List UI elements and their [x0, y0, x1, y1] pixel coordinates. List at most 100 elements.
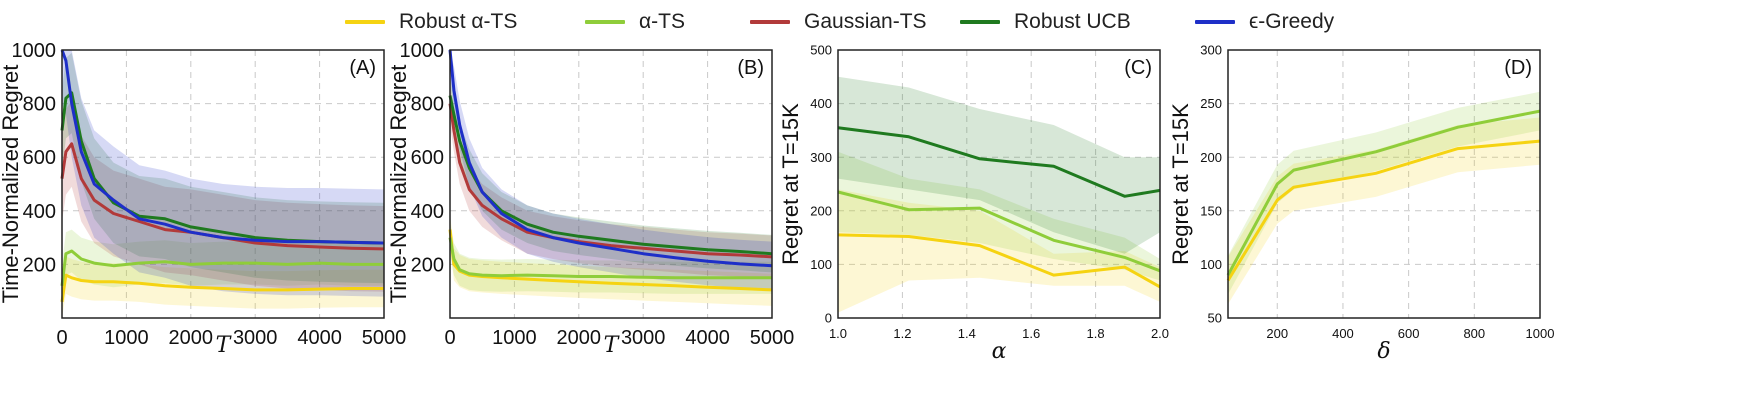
y-tick-label: 800: [411, 94, 444, 116]
y-tick-label: 100: [1200, 257, 1222, 272]
plot-frame: [61, 49, 385, 319]
chart-panel: 1.0 1.2 1.4 1.6 1.8 2.0 0 100 200 300 400 500 (C) α Re…: [778, 43, 1169, 364]
series-line: [60, 142, 385, 251]
y-axis-label: Regret at T=15K: [778, 103, 803, 265]
series-line: [448, 49, 773, 268]
series-band: [62, 50, 384, 297]
series-line: [1226, 139, 1541, 282]
panel-label: (D): [1504, 57, 1532, 79]
chart-panel: 0 1000 2000 3000 4000 5000 200 400 600 800 1000 (B)…: [386, 40, 794, 358]
y-tick-label: 0: [825, 311, 832, 326]
y-tick-label: 300: [1200, 43, 1222, 58]
legend-swatch: [1195, 20, 1235, 24]
x-tick-label: 800: [1463, 326, 1485, 341]
x-tick-label: 3000: [621, 327, 666, 349]
x-tick-label: 1000: [1526, 326, 1555, 341]
legend-swatch: [960, 20, 1000, 24]
series-band: [838, 76, 1160, 254]
series-band: [450, 213, 772, 306]
y-tick-label: 200: [810, 203, 832, 218]
plot-frame: [449, 49, 773, 319]
x-tick-label: 600: [1398, 326, 1420, 341]
x-tick-label: 4000: [297, 327, 342, 349]
panel-label: (A): [349, 57, 376, 79]
y-tick-label: 1000: [12, 40, 57, 62]
legend-swatch: [750, 20, 790, 24]
x-tick-label: 2.0: [1151, 326, 1169, 341]
x-tick-label: 0: [56, 327, 67, 349]
x-tick-label: 400: [1332, 326, 1354, 341]
legend-item: α-TS: [585, 10, 685, 34]
legend-item: Gaussian-TS: [750, 10, 927, 34]
chart-panel: 0 1000 2000 3000 4000 5000 200 400 600 800 1000 (A)…: [0, 40, 406, 358]
series-band: [1228, 91, 1540, 295]
legend-item: ϵ-Greedy: [1195, 10, 1334, 34]
x-tick-label: 1.2: [893, 326, 911, 341]
panel-label: (B): [737, 57, 764, 79]
x-tick-label: 1.4: [958, 326, 976, 341]
series-line: [60, 49, 385, 245]
legend-label: Robust UCB: [1014, 10, 1131, 33]
x-tick-label: 2000: [169, 327, 214, 349]
series-band: [62, 52, 384, 284]
x-axis-label: α: [992, 339, 1007, 364]
x-tick-label: 200: [1266, 326, 1288, 341]
x-axis-label: T: [216, 333, 233, 358]
legend: Robust α-TS α-TS Gaussian-TS Robust UCB ϵ-Gr…: [0, 0, 1752, 48]
series-line: [837, 233, 1161, 289]
series-line: [60, 249, 384, 286]
series-band: [1228, 117, 1540, 305]
y-tick-label: 400: [810, 96, 832, 111]
y-axis-label: Time-Normalized Regret: [386, 65, 411, 304]
legend-label: Gaussian-TS: [804, 10, 927, 33]
plot-frame: [1227, 49, 1541, 319]
x-tick-label: 5000: [362, 327, 407, 349]
x-axis-label: δ: [1377, 339, 1390, 364]
series-band: [838, 189, 1160, 313]
legend-label: ϵ-Greedy: [1249, 10, 1335, 33]
y-tick-label: 200: [23, 254, 56, 276]
series-line: [1226, 109, 1541, 276]
y-tick-label: 200: [1200, 150, 1222, 165]
y-tick-label: 50: [1208, 311, 1222, 326]
series-band: [450, 76, 772, 273]
y-tick-label: 600: [411, 147, 444, 169]
y-tick-label: 800: [23, 94, 56, 116]
x-tick-label: 1.6: [1022, 326, 1040, 341]
legend-label: Robust α-TS: [399, 10, 518, 33]
y-tick-label: 1000: [400, 40, 445, 62]
chart-panel: 200 400 600 800 1000 50 100 150 200 250 300 (D) δ Reg…: [1168, 43, 1554, 364]
y-tick-label: 150: [1200, 203, 1222, 218]
x-tick-label: 1.8: [1087, 326, 1105, 341]
legend-label: α-TS: [639, 10, 685, 33]
y-tick-label: 500: [810, 43, 832, 58]
x-tick-label: 1000: [104, 327, 149, 349]
y-tick-label: 400: [411, 201, 444, 223]
series-line: [60, 273, 384, 303]
panel-label: (C): [1124, 57, 1152, 79]
legend-swatch: [585, 20, 625, 24]
x-tick-label: 1000: [492, 327, 537, 349]
y-tick-label: 100: [810, 257, 832, 272]
y-tick-label: 250: [1200, 96, 1222, 111]
x-axis-label: T: [604, 333, 621, 358]
legend-item: Robust UCB: [960, 10, 1131, 34]
series-band: [62, 229, 384, 308]
y-tick-label: 300: [810, 150, 832, 165]
panels: 0 1000 2000 3000 4000 50002004006008001000(A)…: [0, 40, 1554, 364]
y-axis-label: Time-Normalized Regret: [0, 65, 23, 304]
y-axis-label: Regret at T=15K: [1168, 103, 1193, 265]
y-tick-label: 600: [23, 147, 56, 169]
series-line: [448, 237, 772, 280]
x-tick-label: 2000: [557, 327, 602, 349]
legend-swatch: [345, 20, 385, 24]
legend-item: Robust α-TS: [345, 10, 517, 34]
series-line: [837, 126, 1161, 198]
y-tick-label: 400: [23, 201, 56, 223]
x-tick-label: 0: [444, 327, 455, 349]
x-tick-label: 3000: [233, 327, 278, 349]
x-tick-label: 4000: [685, 327, 730, 349]
series-line: [448, 95, 773, 256]
x-tick-label: 1.0: [829, 326, 847, 341]
